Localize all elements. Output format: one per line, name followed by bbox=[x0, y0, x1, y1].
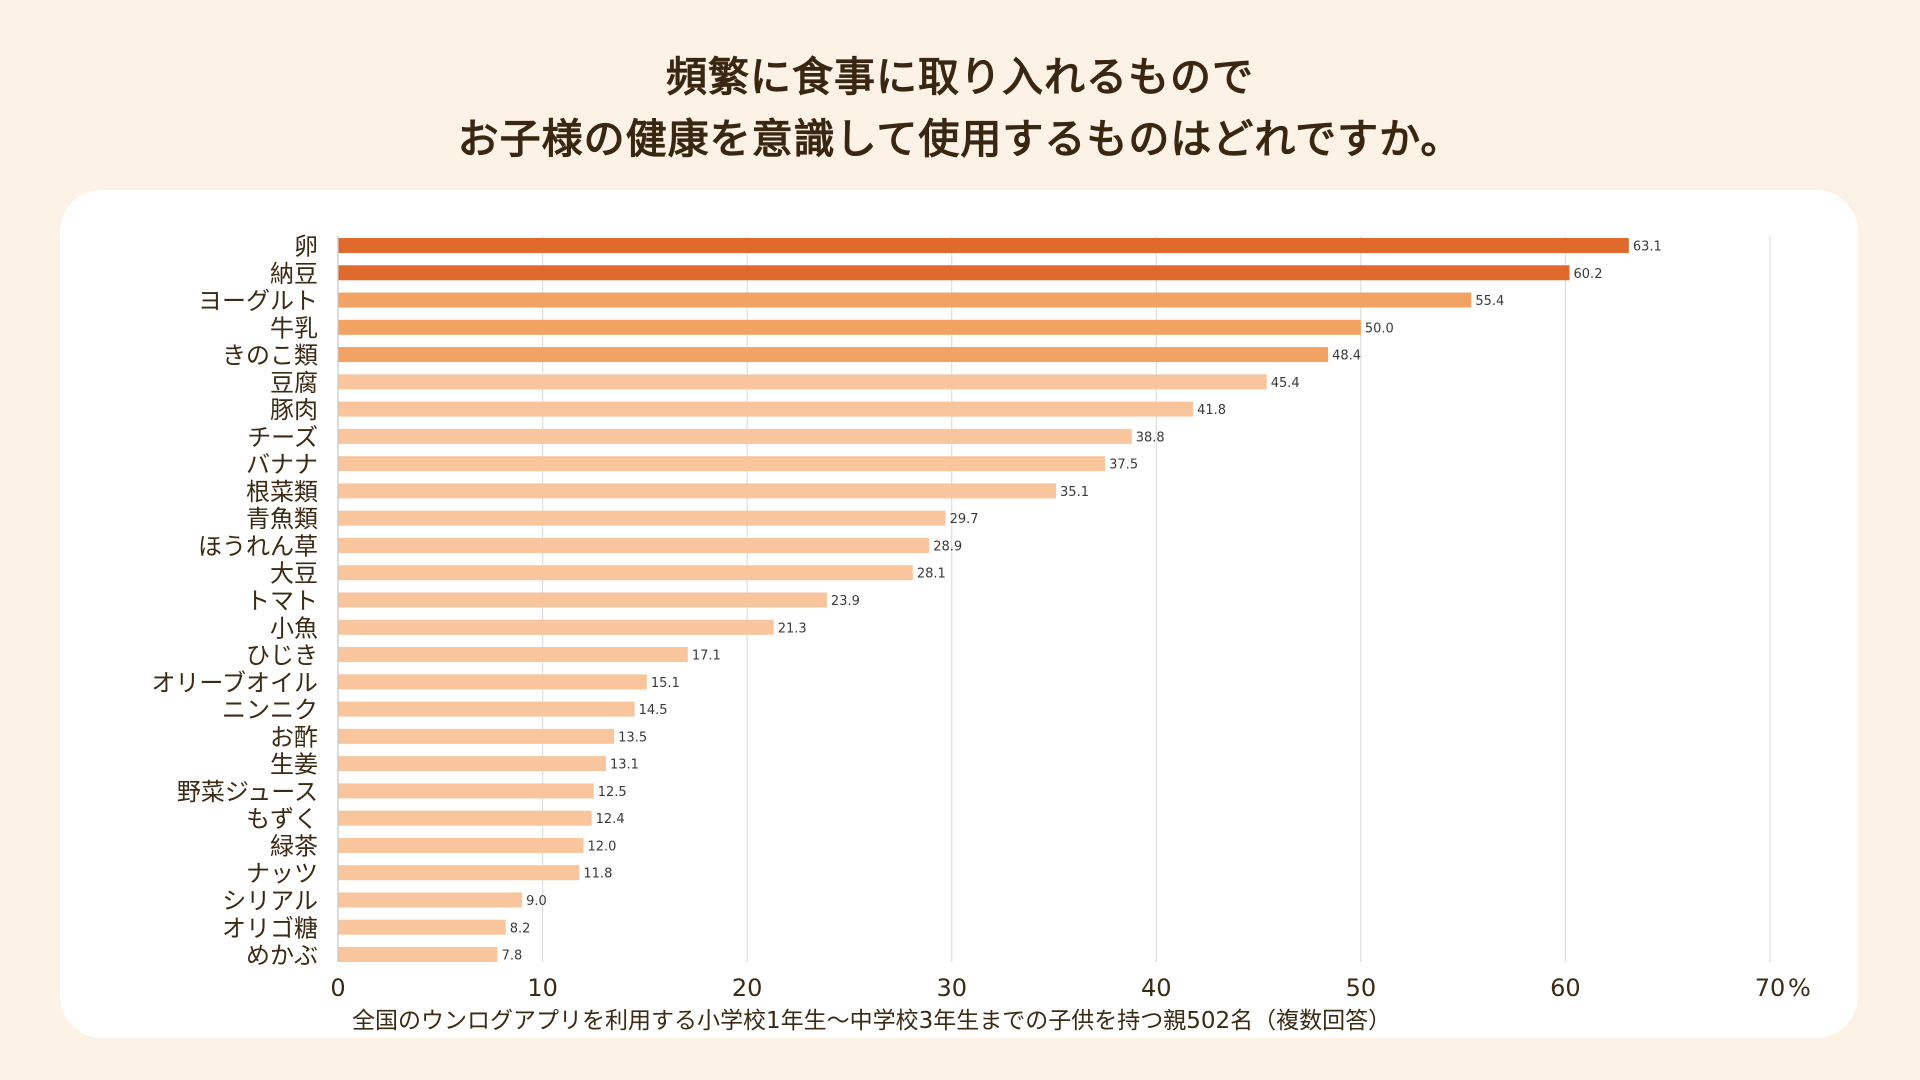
category-label: ニンニク bbox=[222, 696, 318, 724]
bar bbox=[338, 456, 1106, 472]
value-label: 12.0 bbox=[587, 839, 616, 854]
category-label: 野菜ジュース bbox=[177, 778, 318, 806]
category-label: 小魚 bbox=[270, 614, 318, 642]
value-label: 55.4 bbox=[1475, 294, 1504, 309]
value-label: 28.1 bbox=[917, 567, 946, 582]
category-label: お酢 bbox=[270, 723, 318, 751]
category-label: ヨーグルト bbox=[198, 287, 318, 315]
category-label: 生姜 bbox=[270, 751, 318, 779]
category-label: 納豆 bbox=[270, 260, 318, 288]
bar bbox=[338, 701, 635, 717]
x-axis-ticks: 0 10 20 30 40 50 60 70 bbox=[330, 974, 1785, 1002]
category-label: オリゴ糖 bbox=[222, 914, 318, 942]
bar bbox=[338, 483, 1057, 499]
category-label: 根菜類 bbox=[246, 478, 318, 506]
value-label: 45.4 bbox=[1271, 376, 1300, 391]
bar bbox=[338, 565, 913, 581]
bar bbox=[338, 537, 930, 553]
x-tick-label: 70 bbox=[1755, 974, 1786, 1002]
value-label: 60.2 bbox=[1574, 267, 1603, 282]
category-label: もずく bbox=[246, 805, 318, 833]
value-label: 7.8 bbox=[502, 949, 523, 964]
category-label: オリーブオイル bbox=[151, 669, 318, 697]
bar bbox=[338, 401, 1194, 417]
value-label: 21.3 bbox=[778, 621, 807, 636]
value-labels: 63.1 60.2 55.4 50.0 48.4 45.4 41.8 38.8 37.5 35.1… bbox=[502, 240, 1662, 964]
bar bbox=[338, 319, 1361, 335]
x-tick-label: 60 bbox=[1550, 974, 1581, 1002]
value-label: 15.1 bbox=[651, 676, 680, 691]
category-label: ひじき bbox=[246, 642, 318, 670]
value-label: 8.2 bbox=[510, 921, 531, 936]
value-label: 13.5 bbox=[618, 730, 647, 745]
value-label: 63.1 bbox=[1633, 240, 1662, 255]
value-label: 11.8 bbox=[583, 867, 612, 882]
x-tick-label: 20 bbox=[732, 974, 763, 1002]
value-label: 23.9 bbox=[831, 594, 860, 609]
value-label: 13.1 bbox=[610, 758, 639, 773]
category-label: 牛乳 bbox=[270, 314, 318, 342]
bar bbox=[338, 892, 523, 908]
category-labels: 卵納豆ヨーグルト牛乳きのこ類豆腐豚肉チーズバナナ根菜類青魚類ほうれん草大豆トマト… bbox=[151, 233, 318, 970]
category-label: 豚肉 bbox=[270, 396, 318, 424]
category-label: 大豆 bbox=[270, 560, 318, 588]
title-line-1: 頻繁に食事に取り入れるもので bbox=[666, 53, 1254, 101]
value-label: 12.4 bbox=[596, 812, 625, 827]
bar bbox=[338, 728, 615, 744]
bar bbox=[338, 592, 827, 608]
bar bbox=[338, 865, 580, 881]
bar bbox=[338, 428, 1132, 444]
value-label: 29.7 bbox=[950, 512, 979, 527]
x-tick-label: 50 bbox=[1346, 974, 1377, 1002]
chart-title: 頻繁に食事に取り入れるもので お子様の健康を意識して使用するものはどれですか。 bbox=[0, 46, 1920, 170]
bar bbox=[338, 756, 606, 772]
x-axis-label: 全国のウンログアプリを利用する小学校1年生〜中学校3年生までの子供を持つ親502… bbox=[352, 1008, 1391, 1034]
bar bbox=[338, 619, 774, 635]
bar bbox=[338, 292, 1472, 308]
bar bbox=[338, 510, 946, 526]
category-label: シリアル bbox=[222, 887, 318, 915]
bar bbox=[338, 919, 506, 935]
value-label: 14.5 bbox=[639, 703, 668, 718]
bar bbox=[338, 374, 1267, 390]
bar bbox=[338, 347, 1329, 363]
x-axis-unit: % bbox=[1788, 974, 1811, 1002]
x-tick-label: 30 bbox=[936, 974, 967, 1002]
category-label: 豆腐 bbox=[270, 369, 318, 397]
category-label: ナッツ bbox=[246, 860, 318, 888]
x-tick-label: 10 bbox=[527, 974, 558, 1002]
title-line-2: お子様の健康を意識して使用するものはどれですか。 bbox=[457, 115, 1463, 163]
value-label: 35.1 bbox=[1060, 485, 1089, 500]
category-label: チーズ bbox=[247, 423, 318, 451]
value-label: 41.8 bbox=[1197, 403, 1226, 418]
value-label: 38.8 bbox=[1136, 430, 1165, 445]
bars bbox=[338, 238, 1629, 963]
value-label: 50.0 bbox=[1365, 321, 1394, 336]
category-label: バナナ bbox=[246, 451, 318, 479]
bar bbox=[338, 783, 594, 799]
bar bbox=[338, 810, 592, 826]
x-tick-label: 0 bbox=[330, 974, 345, 1002]
value-label: 28.9 bbox=[933, 539, 962, 554]
x-tick-label: 40 bbox=[1141, 974, 1172, 1002]
category-label: トマト bbox=[246, 587, 318, 615]
bar bbox=[338, 947, 498, 963]
bar bbox=[338, 238, 1629, 253]
category-label: 青魚類 bbox=[246, 505, 318, 533]
bar bbox=[338, 265, 1570, 281]
category-label: 緑茶 bbox=[270, 832, 318, 860]
value-label: 48.4 bbox=[1332, 349, 1361, 364]
value-label: 12.5 bbox=[598, 785, 627, 800]
bar bbox=[338, 647, 688, 663]
value-label: 9.0 bbox=[526, 894, 547, 909]
category-label: めかぶ bbox=[246, 942, 318, 970]
category-label: ほうれん草 bbox=[198, 532, 318, 560]
value-label: 17.1 bbox=[692, 649, 721, 664]
bar bbox=[338, 837, 584, 853]
category-label: 卵 bbox=[294, 233, 318, 261]
category-label: きのこ類 bbox=[222, 342, 318, 370]
bar bbox=[338, 674, 647, 690]
value-label: 37.5 bbox=[1109, 458, 1138, 473]
